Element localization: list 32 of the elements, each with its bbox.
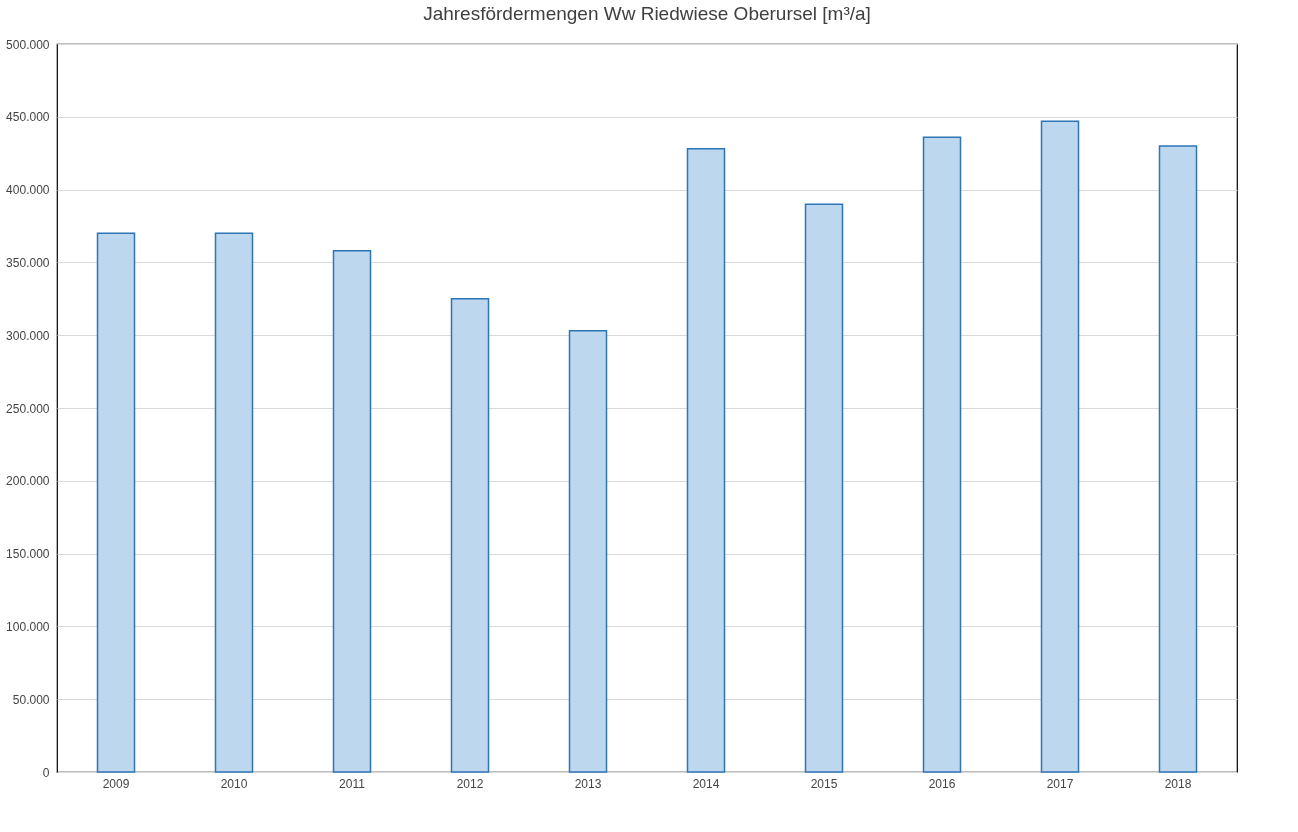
- y-tick-label: 250.000: [6, 401, 50, 416]
- x-tick-label: 2018: [1164, 776, 1192, 791]
- chart-title: Jahresfördermengen Ww Riedwiese Oberursel [m³/a]: [423, 3, 871, 24]
- bar: [922, 136, 962, 773]
- bar: [96, 232, 136, 773]
- x-tick-label: 2014: [692, 776, 720, 791]
- bar: [568, 330, 608, 773]
- y-tick-label: 350.000: [6, 255, 50, 270]
- y-tick-label: 100.000: [6, 619, 50, 634]
- bar: [686, 148, 726, 773]
- x-tick-label: 2009: [102, 776, 130, 791]
- y-tick-label: 0: [42, 765, 50, 780]
- y-tick-label: 50.000: [12, 692, 50, 707]
- bar: [1158, 145, 1198, 773]
- y-tick-label: 450.000: [6, 110, 50, 125]
- x-tick-label: 2013: [574, 776, 602, 791]
- bar: [804, 203, 844, 773]
- x-tick-label: 2011: [339, 776, 366, 791]
- bar: [332, 250, 372, 773]
- bar: [450, 298, 490, 773]
- x-tick-label: 2017: [1046, 776, 1074, 791]
- x-tick-label: 2012: [456, 776, 484, 791]
- bar: [214, 232, 254, 773]
- x-tick-label: 2015: [810, 776, 838, 791]
- y-tick-label: 200.000: [6, 474, 50, 489]
- bar: [1040, 120, 1080, 773]
- y-tick-label: 300.000: [6, 328, 50, 343]
- y-tick-label: 400.000: [6, 183, 50, 198]
- x-tick-label: 2010: [220, 776, 248, 791]
- x-tick-label: 2016: [928, 776, 956, 791]
- y-tick-label: 150.000: [6, 547, 50, 562]
- y-tick-label: 500.000: [6, 37, 50, 52]
